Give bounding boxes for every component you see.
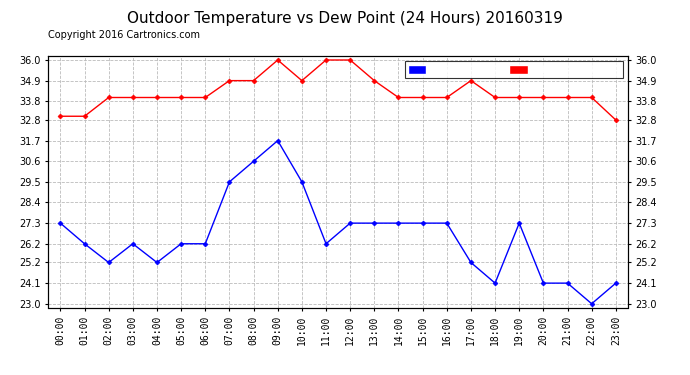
Legend: Dew Point (°F), Temperature (°F): Dew Point (°F), Temperature (°F): [404, 62, 622, 78]
Text: Copyright 2016 Cartronics.com: Copyright 2016 Cartronics.com: [48, 30, 200, 40]
Text: Outdoor Temperature vs Dew Point (24 Hours) 20160319: Outdoor Temperature vs Dew Point (24 Hou…: [127, 11, 563, 26]
